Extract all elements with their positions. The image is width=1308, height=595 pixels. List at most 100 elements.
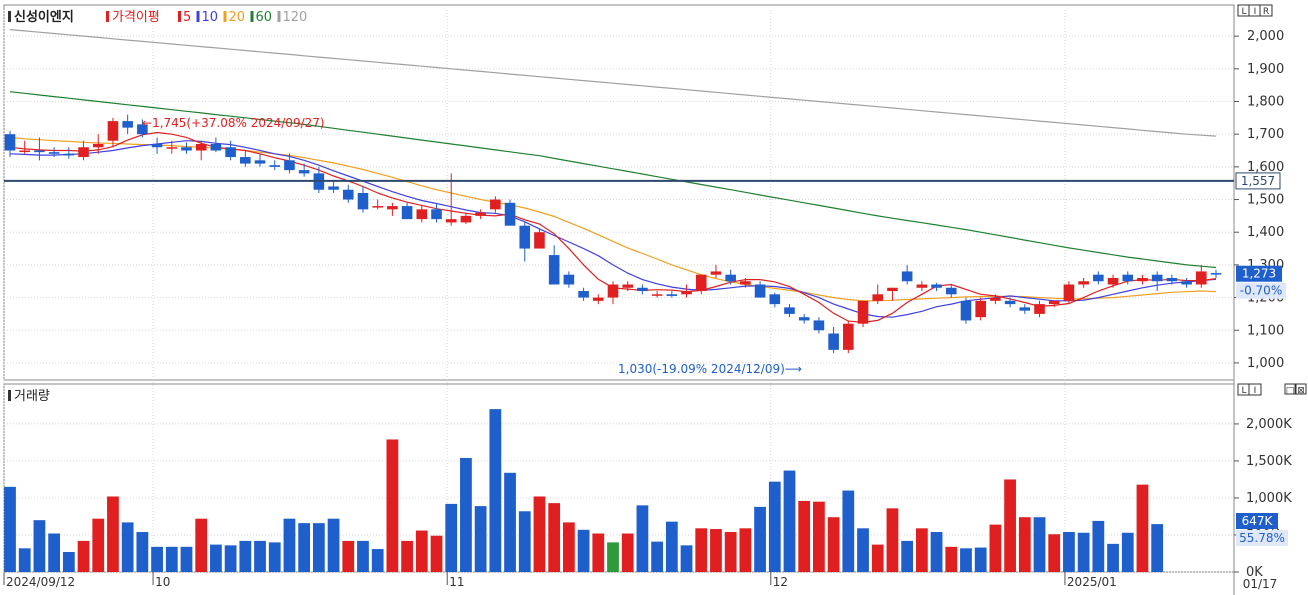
candle-body bbox=[828, 333, 839, 350]
volume-bar bbox=[607, 542, 619, 572]
volume-bar bbox=[1033, 517, 1046, 572]
candle-body bbox=[901, 271, 913, 282]
candle-body bbox=[431, 209, 442, 220]
candle-body bbox=[622, 284, 634, 288]
candle-body bbox=[534, 232, 545, 249]
candle-body bbox=[151, 143, 163, 148]
x-tick-label: 11 bbox=[449, 575, 464, 589]
ma-legend-marker bbox=[178, 11, 181, 22]
volume-bar bbox=[1151, 524, 1164, 572]
volume-bar bbox=[798, 500, 811, 572]
volume-bar bbox=[621, 533, 634, 572]
volume-change-label: 55.78% bbox=[1239, 531, 1285, 545]
r-button[interactable] bbox=[1259, 4, 1273, 17]
volume-bar bbox=[460, 457, 472, 572]
price-tick-label: 1,700 bbox=[1247, 127, 1284, 142]
candle-body bbox=[637, 287, 648, 292]
volume-bar bbox=[18, 548, 31, 572]
volume-bar bbox=[577, 529, 590, 572]
volume-bar bbox=[165, 546, 178, 572]
close-button[interactable] bbox=[1295, 383, 1307, 395]
volume-bar bbox=[518, 511, 531, 572]
volume-bar bbox=[783, 470, 796, 572]
vol-i-button[interactable] bbox=[1248, 383, 1262, 396]
candle-body bbox=[710, 271, 722, 275]
volume-bar bbox=[180, 546, 193, 572]
price-panel-buttons[interactable]: L I R bbox=[1237, 4, 1273, 17]
volume-bar bbox=[312, 523, 325, 572]
volume-bar bbox=[548, 503, 561, 572]
volume-bar bbox=[930, 532, 943, 572]
price-ma-label: 가격이평 bbox=[112, 10, 160, 25]
price-tick-label: 1,400 bbox=[1247, 225, 1284, 240]
stock-name: 신성이엔지 bbox=[14, 9, 74, 25]
volume-bar bbox=[1063, 532, 1075, 572]
volume-bar bbox=[371, 549, 384, 572]
volume-bar bbox=[504, 472, 516, 572]
volume-bar bbox=[210, 544, 222, 572]
x-tick-label: 12 bbox=[773, 575, 788, 589]
high-annotation: ←1,745(+37.08% 2024/09/27) bbox=[142, 116, 325, 130]
candle-body bbox=[475, 212, 486, 216]
candle-body bbox=[48, 152, 60, 154]
candle-body bbox=[284, 160, 295, 171]
volume-bar bbox=[695, 528, 708, 572]
candle-body bbox=[754, 284, 766, 298]
volume-bar bbox=[474, 506, 487, 572]
candle-body bbox=[695, 274, 707, 292]
volume-bar bbox=[710, 529, 722, 572]
volume-bar bbox=[1121, 532, 1134, 572]
volume-panel-buttons[interactable]: L I □ ⊠ bbox=[1237, 383, 1307, 396]
ma-legend-label: 20 bbox=[229, 10, 246, 25]
minimize-button-label: □ bbox=[1286, 386, 1295, 396]
volume-bar bbox=[357, 540, 369, 572]
candle-body bbox=[357, 193, 369, 210]
candle-body bbox=[78, 147, 89, 158]
reference-line-box bbox=[1235, 172, 1281, 190]
ma-legend-label: 120 bbox=[283, 10, 308, 25]
volume-bar bbox=[386, 439, 399, 572]
volume-bar bbox=[533, 496, 546, 572]
candle-body bbox=[225, 147, 236, 158]
volume-bar bbox=[989, 524, 1002, 572]
ma-legend-marker bbox=[223, 11, 227, 22]
candle-body bbox=[342, 189, 354, 200]
candle-body bbox=[1151, 274, 1163, 282]
volume-bar bbox=[489, 409, 502, 572]
candle-body bbox=[269, 165, 281, 167]
volume-bar bbox=[1092, 520, 1105, 572]
ma-legend-items: 5 10 20 60 120 bbox=[178, 10, 307, 25]
ma60-line bbox=[9, 91, 1217, 269]
ma10-line bbox=[9, 140, 1217, 318]
candle-body bbox=[975, 300, 986, 318]
minimize-button[interactable] bbox=[1284, 383, 1296, 395]
volume-bar bbox=[268, 542, 281, 572]
candle-body bbox=[740, 281, 751, 285]
ma-legend-label: 60 bbox=[256, 10, 273, 25]
volume-bar bbox=[592, 533, 605, 572]
candle-body bbox=[1137, 277, 1148, 282]
volume-bar bbox=[636, 505, 649, 572]
candle-body bbox=[1034, 304, 1045, 314]
volume-tick-label: 0K bbox=[1246, 565, 1263, 580]
volume-bar bbox=[680, 545, 693, 572]
volume-bar bbox=[871, 544, 884, 572]
candle-body bbox=[1004, 300, 1016, 305]
volume-bar bbox=[4, 486, 16, 572]
volume-bar bbox=[827, 517, 840, 572]
candle-body bbox=[1166, 277, 1178, 282]
volume-bar bbox=[768, 481, 781, 572]
candle-body bbox=[122, 121, 133, 128]
candle-body bbox=[92, 143, 104, 148]
price-legend: 신성이엔지 가격이평 5 10 20 60 120 bbox=[8, 9, 307, 25]
volume-bar bbox=[92, 518, 105, 572]
volume-bar bbox=[915, 528, 928, 572]
price-panel bbox=[3, 4, 1235, 381]
volume-bar bbox=[195, 518, 208, 572]
volume-bar bbox=[445, 503, 458, 572]
candle-body bbox=[872, 294, 884, 301]
current-volume-label: 647K bbox=[1242, 514, 1274, 528]
legend-marker bbox=[8, 11, 11, 22]
candle-body bbox=[931, 284, 942, 288]
